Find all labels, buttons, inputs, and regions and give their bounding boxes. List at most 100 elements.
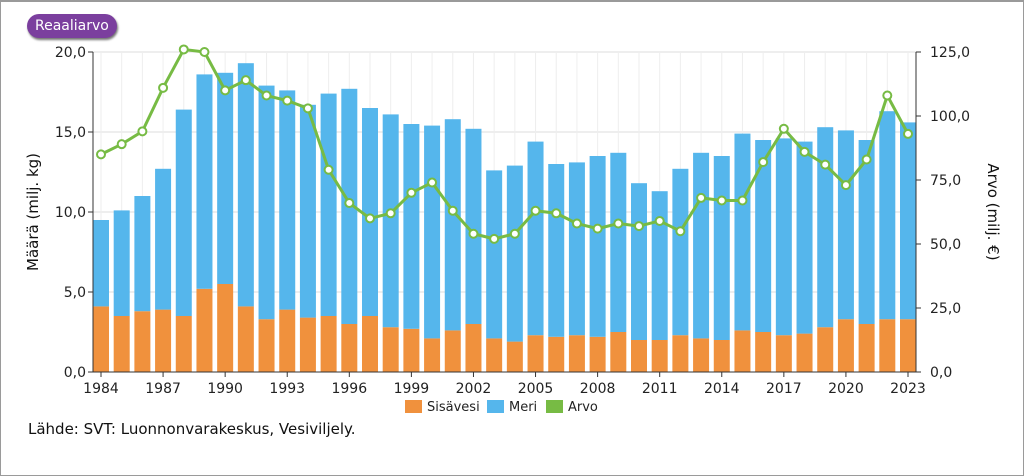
bar-sisavesi[interactable] [755,332,772,372]
point-arvo[interactable] [178,44,189,55]
legend-label[interactable]: Arvo [568,400,598,415]
bar-meri[interactable] [155,168,172,310]
point-arvo[interactable] [406,187,417,198]
bar-sisavesi[interactable] [362,316,378,372]
point-arvo[interactable] [344,198,355,209]
point-arvo[interactable] [716,195,727,206]
bar-sisavesi[interactable] [631,340,647,372]
bar-sisavesi[interactable] [610,332,627,372]
point-arvo[interactable] [447,205,458,216]
legend-swatch[interactable] [405,400,422,413]
bar-sisavesi[interactable] [134,311,151,372]
bar-sisavesi[interactable] [341,324,358,372]
bar-meri[interactable] [879,111,896,320]
bar-sisavesi[interactable] [175,316,192,372]
bar-meri[interactable] [258,85,275,320]
bar-sisavesi[interactable] [444,330,461,372]
bar-meri[interactable] [444,119,461,331]
bar-sisavesi[interactable] [527,335,544,372]
point-arvo[interactable] [220,85,231,96]
bar-meri[interactable] [693,152,710,339]
legend-swatch[interactable] [487,400,504,413]
bar-meri[interactable] [320,93,337,316]
bar-meri[interactable] [589,156,606,337]
bar-sisavesi[interactable] [465,324,482,372]
bar-sisavesi[interactable] [424,338,441,372]
point-arvo[interactable] [778,123,789,134]
bar-meri[interactable] [237,63,254,307]
bar-meri[interactable] [837,130,854,320]
point-arvo[interactable] [571,218,582,229]
point-arvo[interactable] [116,139,127,150]
bar-meri[interactable] [631,183,647,340]
bar-meri[interactable] [196,74,213,289]
point-arvo[interactable] [427,177,438,188]
point-arvo[interactable] [634,221,644,232]
point-arvo[interactable] [96,149,106,160]
bar-sisavesi[interactable] [548,336,565,372]
point-arvo[interactable] [302,103,313,114]
point-arvo[interactable] [509,228,520,239]
bar-meri[interactable] [713,156,730,340]
point-arvo[interactable] [323,164,334,175]
bar-meri[interactable] [755,140,772,332]
point-arvo[interactable] [137,126,148,137]
point-arvo[interactable] [489,233,500,244]
bar-meri[interactable] [796,141,813,334]
bar-meri[interactable] [362,108,378,316]
point-arvo[interactable] [758,157,769,168]
bar-sisavesi[interactable] [837,319,854,372]
bar-meri[interactable] [900,122,916,320]
point-arvo[interactable] [861,154,872,165]
point-arvo[interactable] [903,128,913,139]
bar-meri[interactable] [486,170,503,339]
bar-meri[interactable] [113,210,130,316]
bar-sisavesi[interactable] [155,309,172,372]
bar-meri[interactable] [134,196,151,312]
point-arvo[interactable] [592,223,603,234]
point-arvo[interactable] [737,195,748,206]
point-arvo[interactable] [385,208,396,219]
bar-sisavesi[interactable] [93,306,109,372]
reaaliarvo-toggle-button[interactable]: Reaaliarvo [27,14,117,38]
bar-sisavesi[interactable] [217,284,234,372]
bar-meri[interactable] [817,127,834,328]
bar-sisavesi[interactable] [900,319,916,372]
bar-meri[interactable] [527,141,544,336]
bar-sisavesi[interactable] [734,330,751,372]
bar-sisavesi[interactable] [258,319,275,372]
bar-sisavesi[interactable] [879,319,896,372]
point-arvo[interactable] [613,218,624,229]
bar-sisavesi[interactable] [196,288,213,372]
bar-sisavesi[interactable] [796,333,813,372]
bar-meri[interactable] [672,168,689,336]
point-arvo[interactable] [199,47,210,57]
point-arvo[interactable] [820,159,831,170]
bar-meri[interactable] [775,138,792,336]
bar-meri[interactable] [299,104,316,318]
point-arvo[interactable] [654,215,665,226]
bar-meri[interactable] [858,140,875,324]
point-arvo[interactable] [799,146,810,157]
bar-meri[interactable] [506,165,523,342]
bar-meri[interactable] [93,220,109,307]
bar-meri[interactable] [175,109,192,316]
bar-sisavesi[interactable] [299,317,316,372]
bar-meri[interactable] [548,164,565,337]
legend-label[interactable]: Sisävesi [427,400,480,415]
point-arvo[interactable] [696,192,707,203]
bar-meri[interactable] [465,128,482,324]
bar-sisavesi[interactable] [486,338,503,372]
bar-sisavesi[interactable] [817,327,834,372]
legend-label[interactable]: Meri [509,400,537,415]
bar-sisavesi[interactable] [858,324,875,372]
bar-meri[interactable] [382,114,399,328]
point-arvo[interactable] [675,226,686,237]
bar-sisavesi[interactable] [320,316,337,372]
point-arvo[interactable] [282,95,293,106]
bar-meri[interactable] [568,162,585,336]
bar-sisavesi[interactable] [568,335,585,372]
legend-swatch[interactable] [546,400,563,413]
bar-sisavesi[interactable] [589,336,606,372]
bar-sisavesi[interactable] [113,316,130,372]
